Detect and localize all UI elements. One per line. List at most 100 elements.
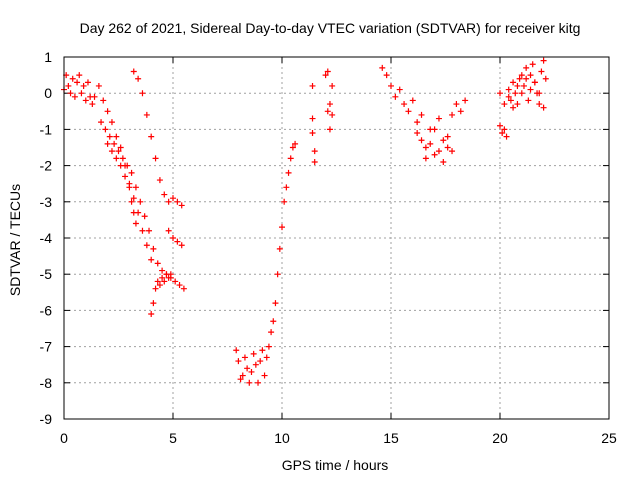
data-point xyxy=(449,111,456,118)
data-point xyxy=(285,169,292,176)
data-point xyxy=(170,195,176,202)
data-point xyxy=(453,101,460,108)
data-point xyxy=(84,79,91,86)
data-point xyxy=(117,144,124,151)
data-point xyxy=(161,191,168,198)
data-point xyxy=(431,151,438,158)
data-point xyxy=(414,130,421,137)
data-point xyxy=(516,75,523,82)
data-point xyxy=(233,347,240,354)
data-point xyxy=(78,90,85,97)
grid-lines xyxy=(64,57,609,419)
data-point xyxy=(392,93,399,100)
data-point xyxy=(379,64,386,71)
data-point xyxy=(156,282,163,289)
data-point xyxy=(435,148,442,155)
data-point xyxy=(124,162,131,169)
data-point xyxy=(117,162,124,169)
data-point xyxy=(283,184,290,191)
data-point xyxy=(98,119,105,126)
data-point xyxy=(510,104,517,111)
data-point xyxy=(505,86,512,93)
data-point xyxy=(89,101,96,108)
data-point xyxy=(292,140,299,147)
data-point xyxy=(159,274,166,281)
data-point xyxy=(178,202,185,209)
data-point xyxy=(65,82,72,89)
y-tick-label: -6 xyxy=(40,302,53,318)
data-point xyxy=(514,101,521,108)
data-point xyxy=(311,158,318,165)
data-point xyxy=(119,155,126,162)
data-point xyxy=(252,361,259,368)
data-point xyxy=(542,75,549,82)
data-point xyxy=(135,209,142,216)
data-point xyxy=(523,75,530,82)
data-point xyxy=(322,72,329,79)
data-point xyxy=(115,148,122,155)
data-point xyxy=(143,111,150,118)
data-points xyxy=(61,57,549,386)
data-point xyxy=(255,379,262,386)
data-point xyxy=(154,260,161,267)
data-point xyxy=(503,133,510,140)
x-tick-label: 0 xyxy=(60,430,68,446)
data-point xyxy=(422,155,429,162)
data-point xyxy=(111,140,118,147)
data-point xyxy=(237,376,244,383)
data-point xyxy=(104,140,111,147)
y-tick-label: -3 xyxy=(40,194,53,210)
data-series-arc-3 xyxy=(98,119,187,292)
data-series-arc-12 xyxy=(414,111,456,158)
data-point xyxy=(250,350,257,357)
data-point xyxy=(418,111,425,118)
data-point xyxy=(523,64,530,71)
data-point xyxy=(518,90,525,97)
data-point xyxy=(265,343,272,350)
data-point xyxy=(122,173,129,180)
data-point xyxy=(128,198,135,205)
data-point xyxy=(178,242,185,249)
data-point xyxy=(74,79,81,86)
data-point xyxy=(156,177,163,184)
data-point xyxy=(268,329,275,336)
chart-title: Day 262 of 2021, Sidereal Day-to-day VTE… xyxy=(80,20,581,36)
data-point xyxy=(154,278,161,285)
data-point xyxy=(174,238,181,245)
data-point xyxy=(422,144,429,151)
data-point xyxy=(510,79,517,86)
data-series-arc-4 xyxy=(104,140,155,263)
data-point xyxy=(401,101,408,108)
data-point xyxy=(440,158,447,165)
data-point xyxy=(418,137,425,144)
data-point xyxy=(507,97,514,104)
data-point xyxy=(135,75,142,82)
data-point xyxy=(326,101,333,108)
data-point xyxy=(324,108,331,115)
data-point xyxy=(326,126,333,133)
data-point xyxy=(270,318,277,325)
data-point xyxy=(126,184,133,191)
data-series-arc-8 xyxy=(233,140,299,386)
data-point xyxy=(527,72,534,79)
data-point xyxy=(80,82,87,89)
data-point xyxy=(246,379,253,386)
data-point xyxy=(257,358,264,365)
data-point xyxy=(499,130,506,137)
data-point xyxy=(108,148,115,155)
data-point xyxy=(440,137,447,144)
y-tick-label: -7 xyxy=(40,339,53,355)
data-point xyxy=(150,300,157,307)
y-tick-label: -8 xyxy=(40,375,53,391)
data-point xyxy=(139,227,146,234)
data-point xyxy=(435,115,442,122)
data-point xyxy=(309,130,316,137)
data-point xyxy=(143,242,150,249)
data-point xyxy=(104,108,111,115)
y-tick-label: -5 xyxy=(40,266,53,282)
data-point xyxy=(540,104,547,111)
data-point xyxy=(132,184,139,191)
data-point xyxy=(414,119,421,126)
data-point xyxy=(383,72,390,79)
